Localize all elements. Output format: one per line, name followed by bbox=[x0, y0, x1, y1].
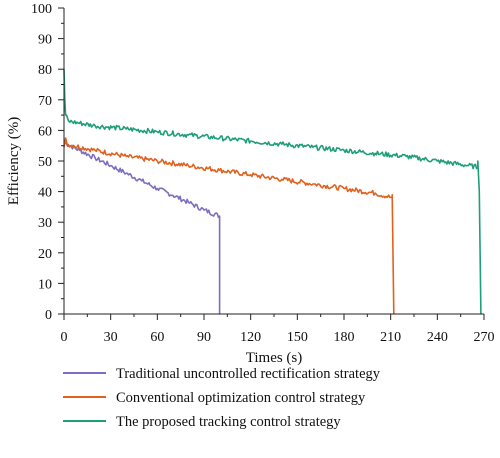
x-tick-label: 270 bbox=[474, 330, 495, 345]
series-line-2 bbox=[63, 69, 482, 315]
y-tick-label: 80 bbox=[38, 63, 52, 78]
y-axis-title: Efficiency (%) bbox=[6, 117, 22, 205]
y-tick-label: 60 bbox=[38, 124, 52, 139]
x-tick-label: 0 bbox=[61, 330, 68, 345]
legend-label-0: Traditional uncontrolled rectification s… bbox=[116, 366, 381, 382]
x-tick-label: 150 bbox=[287, 330, 308, 345]
x-tick-label: 210 bbox=[380, 330, 401, 345]
y-tick-label: 10 bbox=[38, 277, 52, 292]
y-tick-label: 40 bbox=[38, 186, 52, 201]
legend-label-1: Conventional optimization control strate… bbox=[116, 390, 366, 406]
y-tick-label: 0 bbox=[45, 308, 52, 323]
y-tick-label: 100 bbox=[31, 2, 52, 17]
y-tick-label: 90 bbox=[38, 33, 52, 48]
x-tick-label: 30 bbox=[104, 330, 118, 345]
x-tick-label: 180 bbox=[334, 330, 355, 345]
series-line-1 bbox=[63, 137, 395, 315]
x-tick-label: 240 bbox=[427, 330, 448, 345]
x-tick-label: 60 bbox=[150, 330, 164, 345]
y-tick-label: 20 bbox=[38, 247, 52, 262]
y-tick-label: 30 bbox=[38, 216, 52, 231]
x-tick-label: 90 bbox=[197, 330, 211, 345]
series-line-0 bbox=[63, 141, 221, 314]
legend-label-2: The proposed tracking control strategy bbox=[116, 414, 341, 430]
x-axis-title: Times (s) bbox=[246, 350, 303, 366]
x-tick-label: 120 bbox=[240, 330, 261, 345]
y-tick-label: 50 bbox=[38, 155, 52, 170]
y-tick-label: 70 bbox=[38, 94, 52, 109]
